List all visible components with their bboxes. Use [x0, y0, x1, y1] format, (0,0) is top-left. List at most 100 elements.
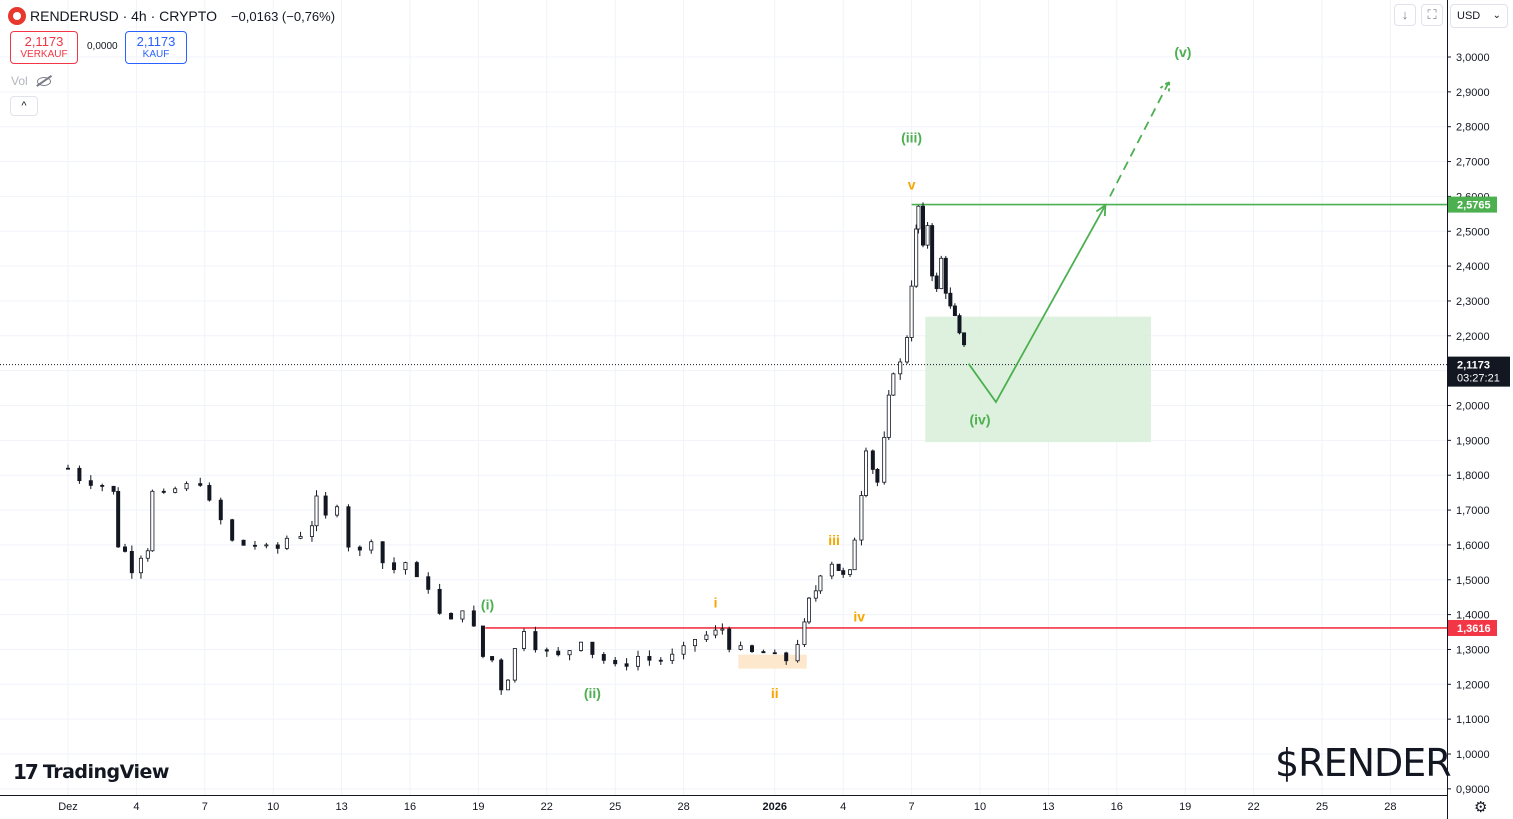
x-tick-label: 7	[202, 801, 208, 813]
y-tick-label: 2,7000	[1456, 157, 1490, 169]
x-tick-label: 13	[1042, 801, 1054, 813]
y-tick-label: 2,4000	[1456, 261, 1490, 273]
symbol-title: RENDERUSD · 4h · CRYPTO	[30, 8, 217, 24]
candle-up	[309, 525, 314, 537]
candle-down	[727, 628, 732, 650]
candle-up	[173, 488, 178, 493]
y-tick-label: 2,8000	[1456, 122, 1490, 134]
candle-down	[613, 659, 618, 665]
download-icon[interactable]: ↓	[1394, 4, 1416, 26]
wave-label: (i)	[481, 596, 494, 612]
candle-up	[864, 450, 869, 496]
wave-label: ii	[771, 685, 779, 701]
tradingview-mark-icon: 17	[13, 760, 39, 784]
candle-down	[772, 652, 777, 655]
sell-price: 2,1173	[24, 34, 64, 49]
candle-down	[647, 656, 652, 661]
y-tick-label: 1,1000	[1456, 714, 1490, 726]
price-level-tag-label: 1,3616	[1457, 623, 1491, 635]
y-tick-label: 2,3000	[1456, 296, 1490, 308]
candle-down	[252, 544, 257, 547]
candle-up	[138, 557, 143, 574]
candle-down	[88, 480, 93, 486]
symbol-header[interactable]: RENDERUSD · 4h · CRYPTO −0,0163 (−0,76%)	[8, 6, 335, 26]
tradingview-logo[interactable]: 17 TradingView	[13, 760, 169, 784]
render-logo-icon	[8, 7, 26, 25]
candle-up	[403, 562, 408, 571]
candle-up	[670, 653, 675, 661]
candle-down	[198, 483, 203, 486]
candle-down	[948, 292, 953, 307]
candle-up	[852, 539, 857, 571]
wave-label: iii	[828, 532, 840, 548]
x-tick-label: 25	[609, 801, 621, 813]
wave-label: (iii)	[901, 129, 922, 145]
x-tick-label: 25	[1316, 801, 1328, 813]
y-tick-label: 0,9000	[1456, 784, 1490, 796]
volume-label: Vol	[11, 74, 28, 88]
candle-up	[939, 257, 944, 290]
buy-label: KAUF	[142, 49, 170, 60]
y-tick-label: 1,2000	[1456, 679, 1490, 691]
candle-down	[934, 275, 939, 290]
candle-down	[490, 656, 495, 661]
candle-down	[544, 649, 549, 652]
candle-up	[909, 285, 914, 338]
candle-up	[802, 621, 807, 645]
candle-down	[784, 652, 789, 662]
spread-value: 0,0000	[87, 41, 118, 52]
candle-up	[916, 205, 921, 230]
gear-icon[interactable]: ⚙	[1474, 799, 1488, 816]
y-tick-label: 1,4000	[1456, 610, 1490, 622]
candle-up	[298, 536, 303, 539]
candle-down	[414, 562, 419, 578]
candle-down	[392, 562, 397, 571]
candle-up	[898, 361, 903, 375]
currency-value: USD	[1457, 10, 1481, 22]
volume-indicator[interactable]: Vol	[11, 74, 51, 88]
x-tick-label: 4	[133, 801, 139, 813]
wave-label: (iv)	[970, 412, 991, 428]
y-tick-label: 2,2000	[1456, 331, 1490, 343]
price-level-tag-label: 2,5765	[1457, 200, 1491, 212]
candle-up	[693, 639, 698, 647]
candle-down	[111, 485, 116, 492]
candle-down	[624, 663, 629, 667]
candle-down	[77, 467, 82, 482]
wave-label: i	[714, 595, 718, 611]
candle-down	[943, 257, 948, 294]
collapse-legend-button[interactable]: ^	[10, 96, 38, 116]
candle-down	[930, 225, 935, 277]
candle-up	[720, 628, 725, 631]
candle-down	[499, 659, 504, 691]
candle-down	[230, 519, 235, 541]
candle-down	[841, 570, 846, 575]
candle-up	[859, 495, 864, 541]
candle-up	[829, 563, 834, 577]
eye-hidden-icon[interactable]	[36, 76, 51, 86]
x-tick-label: 10	[267, 801, 279, 813]
candle-up	[636, 656, 641, 667]
buy-button[interactable]: 2,1173 KAUF	[125, 31, 187, 64]
x-tick-label: 28	[1384, 801, 1396, 813]
candle-down	[836, 563, 841, 571]
x-tick-label: 7	[909, 801, 915, 813]
sell-button[interactable]: 2,1173 VERKAUF	[10, 31, 78, 64]
x-tick-label: 16	[404, 801, 416, 813]
price-axis-panel	[1447, 0, 1513, 819]
y-tick-label: 1,7000	[1456, 505, 1490, 517]
candle-up	[848, 569, 853, 575]
y-tick-label: 2,9000	[1456, 87, 1490, 99]
x-tick-label: 2026	[763, 801, 787, 813]
wave-label: v	[908, 176, 916, 192]
y-tick-label: 1,6000	[1456, 540, 1490, 552]
fullscreen-icon[interactable]: ⛶	[1421, 4, 1443, 26]
candle-up	[882, 436, 887, 483]
currency-select[interactable]: USD ⌄	[1450, 4, 1508, 28]
candle-down	[123, 546, 128, 552]
candle-up	[738, 645, 743, 650]
candle-up	[460, 610, 465, 620]
candle-down	[323, 495, 328, 516]
candle-up	[713, 629, 718, 636]
